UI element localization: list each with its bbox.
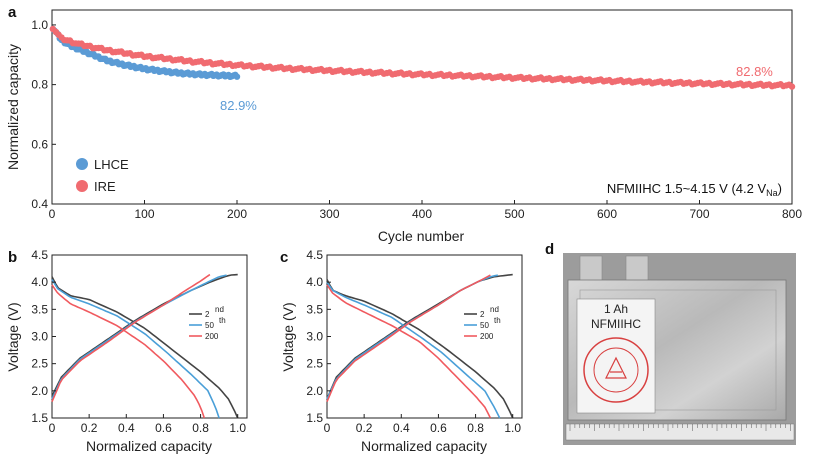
y-tick-label: 1.0 xyxy=(31,18,48,32)
y-tick-label: 2.0 xyxy=(306,384,323,398)
panel-letter-d: d xyxy=(545,241,554,258)
legend-label-50: 50 xyxy=(480,321,489,330)
y-tick-label: 3.5 xyxy=(306,302,323,316)
y-tick-label: 3.5 xyxy=(31,302,48,316)
y-tick-label: 1.5 xyxy=(306,411,323,425)
seal-emblem xyxy=(605,356,627,379)
x-tick-label: 1.0 xyxy=(504,421,521,435)
tab-left xyxy=(579,255,603,283)
x-tick-label: 200 xyxy=(227,207,247,221)
legend-marker-ire xyxy=(76,180,88,192)
legend-sup-2: nd xyxy=(490,305,499,314)
y-tick-label: 2.5 xyxy=(306,357,323,371)
condition-main: NFMIIHC 1.5~4.15 V (4.2 V xyxy=(607,181,767,196)
x-tick-label: 600 xyxy=(597,207,617,221)
series-200-discharge-line xyxy=(51,284,206,419)
x-tick-label: 0.8 xyxy=(467,421,484,435)
legend-label-lhce: LHCE xyxy=(94,157,129,172)
legend-marker-lhce xyxy=(76,158,88,170)
panel-b-xlabel: Normalized capacity xyxy=(86,438,212,454)
y-tick-label: 3.0 xyxy=(306,330,323,344)
legend-label-50: 50 xyxy=(205,321,214,330)
x-tick-label: 500 xyxy=(504,207,524,221)
series-200-discharge-line xyxy=(326,284,492,419)
legend-label-2: 2 xyxy=(480,310,485,319)
series-2-discharge-line xyxy=(326,279,514,419)
seal-inner-ring xyxy=(593,347,639,393)
x-tick-label: 0 xyxy=(49,207,56,221)
x-tick-label: 100 xyxy=(134,207,154,221)
y-tick-label: 0.8 xyxy=(31,78,48,92)
x-tick-label: 300 xyxy=(319,207,339,221)
ire-end-label: 82.8% xyxy=(736,64,773,79)
legend-label-200: 200 xyxy=(480,332,494,341)
y-tick-label: 4.5 xyxy=(306,248,323,262)
y-tick-label: 2.5 xyxy=(31,357,48,371)
x-tick-label: 400 xyxy=(412,207,432,221)
university-seal xyxy=(583,337,649,403)
panel-c-ylabel: Voltage (V) xyxy=(280,302,296,371)
y-tick-label: 4.0 xyxy=(306,275,323,289)
series-50-discharge-line xyxy=(326,281,501,419)
point-lhce xyxy=(233,73,241,80)
condition-sub: Na xyxy=(766,188,778,198)
panel-c-chart: 0 0.2 0.4 0.6 0.8 1.0 1.5 2.0 2.5 3.0 3.5 4.0 4.5 No… xyxy=(280,248,523,454)
x-tick-label: 0.2 xyxy=(81,421,98,435)
cell-label-line2: NFMIIHC xyxy=(591,317,641,331)
panel-letter-c: c xyxy=(280,249,288,266)
panel-a-chart: 0 100 200 300 400 500 600 700 800 0.4 0.6 0.8 1.0 Cy… xyxy=(5,9,802,244)
x-tick-label: 0.6 xyxy=(155,421,172,435)
tab-right xyxy=(625,255,649,283)
y-tick-label: 1.5 xyxy=(31,411,48,425)
series-50-charge-line xyxy=(51,274,227,400)
panel-b-chart: 0 0.2 0.4 0.6 0.8 1.0 1.5 2.0 2.5 3.0 3.5 4.0 4.5 No… xyxy=(5,248,248,454)
y-tick-label: 2.0 xyxy=(31,384,48,398)
panel-a-frame xyxy=(51,9,793,205)
series-200-charge-line xyxy=(326,274,491,403)
panel-a-ylabel: Normalized capacity xyxy=(5,44,21,170)
y-tick-label: 4.0 xyxy=(31,275,48,289)
series-200-charge-line xyxy=(51,273,211,403)
series-50-discharge-line xyxy=(51,279,220,419)
series-2-discharge-line xyxy=(51,276,239,419)
cell-label-sticker xyxy=(576,298,656,414)
x-tick-label: 0.4 xyxy=(393,421,410,435)
y-tick-label: 0.6 xyxy=(31,137,48,151)
legend-sup-2: nd xyxy=(215,305,224,314)
y-tick-label: 4.5 xyxy=(31,248,48,262)
lhce-end-label: 82.9% xyxy=(220,98,257,113)
panel-a-legend: LHCE IRE xyxy=(76,157,129,194)
x-tick-label: 0.4 xyxy=(118,421,135,435)
x-tick-label: 0.8 xyxy=(192,421,209,435)
point-ire xyxy=(788,83,796,90)
x-tick-label: 0.6 xyxy=(430,421,447,435)
condition-end: ) xyxy=(778,181,782,196)
y-tick-label: 3.0 xyxy=(31,330,48,344)
x-tick-label: 0.2 xyxy=(356,421,373,435)
x-tick-label: 0 xyxy=(324,421,331,435)
x-tick-label: 700 xyxy=(689,207,709,221)
panel-letter-b: b xyxy=(8,249,17,266)
panel-letter-a: a xyxy=(8,4,17,21)
panel-a-condition-label: NFMIIHC 1.5~4.15 V (4.2 VNa) xyxy=(607,181,782,198)
legend-label-2: 2 xyxy=(205,310,210,319)
panel-a-xlabel: Cycle number xyxy=(378,228,465,244)
legend-sup-50: th xyxy=(219,316,226,325)
legend-label-ire: IRE xyxy=(94,179,116,194)
x-tick-label: 800 xyxy=(782,207,802,221)
cell-label-line1: 1 Ah xyxy=(604,302,628,316)
panel-d-photo: 1 Ah NFMIIHC xyxy=(563,253,796,445)
x-tick-label: 0 xyxy=(49,421,56,435)
panel-c-xlabel: Normalized capacity xyxy=(361,438,487,454)
ruler-ticks xyxy=(569,424,791,431)
y-tick-label: 0.4 xyxy=(31,197,48,211)
legend-sup-50: th xyxy=(494,316,501,325)
panel-b-ylabel: Voltage (V) xyxy=(5,302,21,371)
x-tick-label: 1.0 xyxy=(229,421,246,435)
ruler xyxy=(565,423,795,441)
legend-label-200: 200 xyxy=(205,332,219,341)
